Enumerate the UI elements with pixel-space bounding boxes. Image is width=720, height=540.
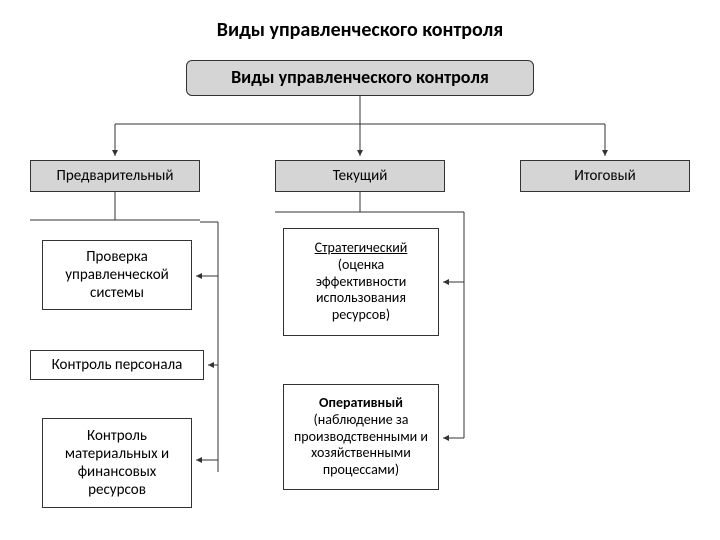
node-p3-label: Контроль материальных и финансовых ресур… xyxy=(51,427,183,499)
node-c1-rest: (оценка эффективности использования ресу… xyxy=(292,257,430,324)
node-pre-label: Предварительный xyxy=(57,167,174,185)
node-pre: Предварительный xyxy=(30,160,200,192)
node-fin-label: Итоговый xyxy=(574,167,635,185)
node-c1-strong: Стратегический xyxy=(315,240,408,257)
node-p3: Контроль материальных и финансовых ресур… xyxy=(42,418,192,508)
node-cur-label: Текущий xyxy=(333,167,388,185)
node-c2: Оперативный (наблюдение за производствен… xyxy=(283,384,439,490)
node-fin: Итоговый xyxy=(520,160,690,192)
node-p1-label: Проверка управленческой системы xyxy=(51,248,183,302)
node-p2: Контроль персонала xyxy=(30,350,204,380)
node-root-label: Виды управленческого контроля xyxy=(231,67,489,89)
node-cur: Текущий xyxy=(275,160,445,192)
node-root: Виды управленческого контроля xyxy=(186,60,534,96)
node-c2-rest: (наблюдение за производственными и хозяй… xyxy=(292,412,430,479)
diagram-title: Виды управленческого контроля xyxy=(0,18,720,42)
node-c2-strong: Оперативный xyxy=(319,395,403,412)
node-c1: Стратегический (оценка эффективности исп… xyxy=(283,228,439,336)
node-p1: Проверка управленческой системы xyxy=(42,240,192,310)
node-p2-label: Контроль персонала xyxy=(52,356,183,374)
